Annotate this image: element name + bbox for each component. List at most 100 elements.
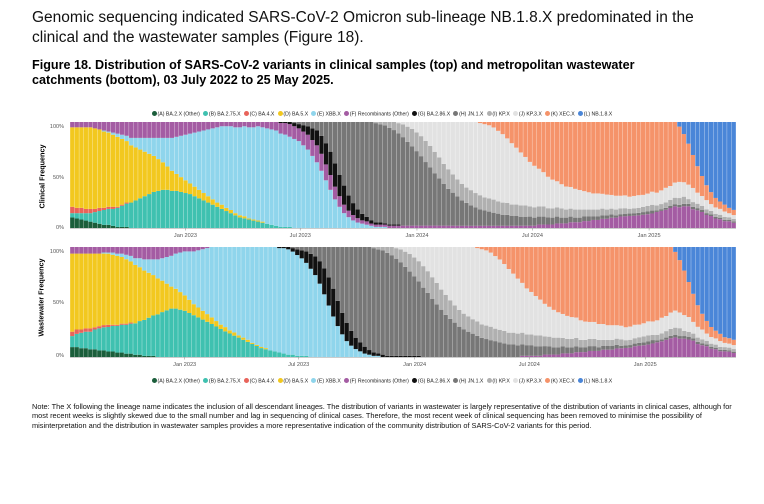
legend-item: (K) XEC.X [545, 111, 575, 117]
legend-label: (K) XEC.X [550, 111, 575, 118]
bar-segment [241, 247, 246, 338]
bar-segment [682, 330, 687, 337]
y-tick-bottom-50: 50% [52, 300, 64, 306]
bar-segment [475, 335, 480, 357]
bar-segment [700, 329, 705, 340]
bar-segment [83, 253, 88, 329]
bar-segment [627, 208, 632, 214]
bar-segment [335, 300, 340, 327]
bar-segment [443, 314, 448, 357]
bar-segment [673, 337, 678, 357]
bar-segment [668, 335, 673, 339]
bar-segment [520, 355, 525, 357]
bar-segment [457, 309, 462, 327]
bar-segment [403, 251, 408, 267]
bar-segment [547, 306, 552, 337]
bar-segment [295, 355, 300, 357]
bar-segment [314, 130, 320, 146]
bar-segment [160, 162, 165, 190]
bar-segment [155, 278, 160, 315]
bar-segment [101, 224, 107, 228]
bar-segment [259, 347, 264, 349]
bar-segment [142, 247, 147, 260]
bar-segment [663, 207, 668, 210]
bar-segment [405, 126, 410, 142]
bar-segment [360, 223, 365, 228]
legend-item: (L) NB.1.8.X [577, 111, 612, 117]
bar-segment [563, 223, 569, 228]
bar-segment [115, 206, 120, 208]
bar-segment [242, 218, 247, 228]
bar-segment [391, 224, 397, 226]
bar-segment [246, 219, 252, 228]
bar-segment [681, 122, 687, 135]
bar-segment [727, 217, 732, 220]
bar-segment [414, 122, 419, 133]
bar-segment [353, 337, 358, 350]
bar-segment [278, 226, 283, 228]
bar-segment [545, 224, 551, 228]
bar-segment [722, 204, 727, 212]
bar-segment [191, 304, 196, 316]
bar-segment [376, 247, 381, 250]
bar-segment [511, 344, 516, 357]
bar-segment [133, 264, 138, 324]
bar-segment [682, 315, 687, 331]
bar-segment [704, 346, 709, 357]
bar-segment [290, 354, 295, 357]
bar-segment [448, 318, 453, 357]
bar-segment [559, 223, 564, 228]
bar-segment [119, 352, 124, 357]
bar-segment [70, 336, 75, 348]
bar-segment [92, 247, 97, 254]
bar-segment [559, 208, 564, 218]
bar-segment [554, 122, 560, 182]
bar-segment [228, 126, 233, 210]
bar-segment [468, 122, 474, 191]
bar-segment [578, 320, 583, 340]
bar-segment [97, 211, 102, 224]
bar-segment [551, 354, 556, 357]
bar-segment [695, 122, 700, 167]
bar-segment [97, 253, 102, 327]
bar-segment [242, 216, 247, 219]
bar-segment [124, 254, 129, 260]
bar-segment [178, 122, 184, 136]
bar-segment [452, 305, 457, 323]
bar-segment [110, 252, 115, 255]
bar-segment [587, 247, 592, 322]
bar-segment [160, 312, 165, 357]
bar-segment [251, 220, 256, 228]
bar-segment [496, 122, 501, 131]
bar-segment [323, 143, 329, 165]
bar-segment [70, 217, 75, 228]
bar-segment [573, 188, 578, 210]
bar-segment [577, 122, 582, 190]
bar-segment [551, 309, 556, 338]
bar-segment [695, 203, 700, 209]
bar-segment [524, 345, 529, 356]
bar-segment [319, 135, 324, 154]
bar-segment [677, 338, 682, 357]
bar-segment [496, 130, 501, 202]
bar-segment [281, 248, 286, 354]
legend-item: (I) KP.X [486, 378, 510, 384]
bar-segment [137, 321, 142, 355]
bar-segment [74, 329, 79, 334]
bar-segment [373, 222, 378, 225]
bar-segment [228, 213, 233, 228]
legend-swatch [545, 111, 550, 116]
bar-segment [423, 122, 428, 141]
bar-segment [286, 247, 291, 250]
bar-segment [398, 247, 403, 250]
bar-segment [673, 247, 678, 252]
bar-segment [187, 313, 192, 357]
y-tick-bottom-0: 0% [56, 353, 64, 359]
bar-segment [700, 313, 705, 330]
bar-segment [146, 355, 151, 357]
bar-segment [586, 192, 591, 210]
bar-segment [464, 225, 469, 228]
bar-segment [313, 275, 318, 357]
legend-swatch [343, 111, 349, 116]
bar-segment [578, 247, 583, 321]
